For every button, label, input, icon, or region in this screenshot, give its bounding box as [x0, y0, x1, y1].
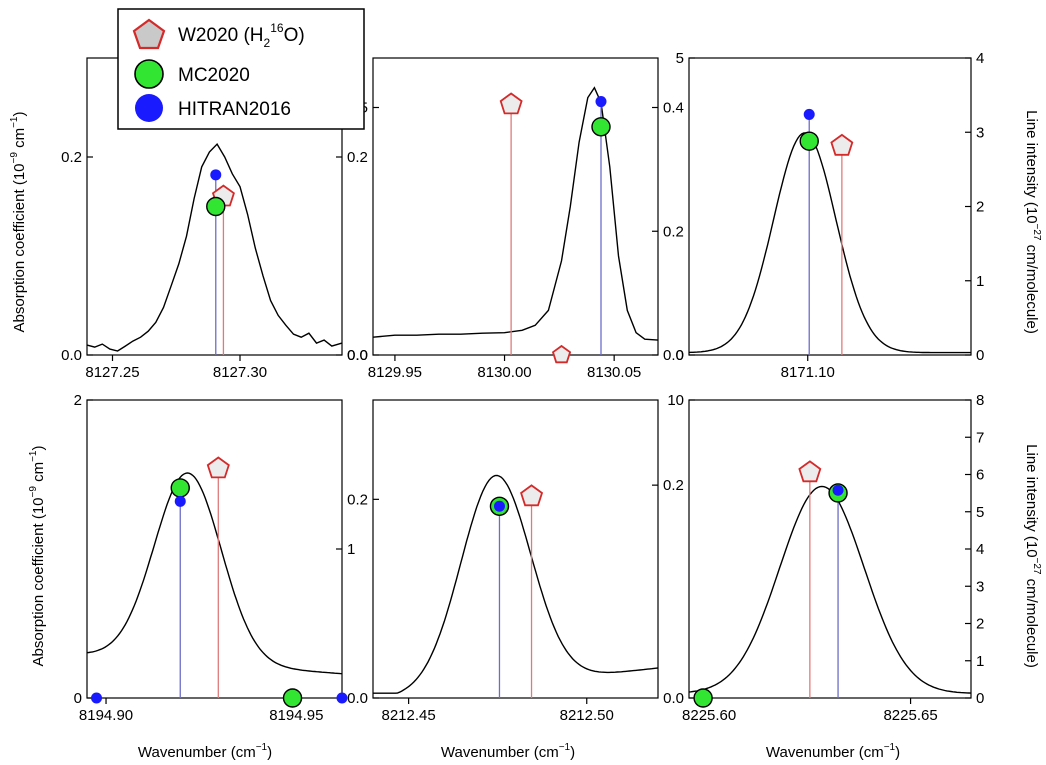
hitran-marker: [832, 484, 844, 496]
mc2020-legend-marker: [134, 59, 164, 89]
x-tick-label: 8212.45: [382, 707, 436, 724]
y-tick-label-right: 6: [976, 467, 984, 484]
y-tick-label-left: 0: [676, 347, 684, 364]
panel-top-right: 8171.10 0 5 0 1 2 3 4: [676, 50, 985, 381]
mc2020-marker: [799, 131, 819, 151]
w2020-marker: [499, 92, 523, 115]
panel-top-left: 8127.25 8127.30 0.0 0.2 0.0 0.2: [61, 57, 368, 381]
hitran-marker: [91, 692, 103, 704]
hitran-marker: [210, 169, 222, 181]
x-tick-label: 8130.00: [477, 364, 531, 381]
y-axis-label-left-top: Absorption coefficient (10−9 cm−1): [9, 112, 28, 333]
plot-frame: [86, 399, 343, 699]
hitran-marker: [595, 96, 607, 108]
y-tick-label-right: 0: [976, 690, 984, 707]
y-tick-label-right: 4: [976, 541, 984, 558]
hitran-marker: [493, 500, 505, 512]
y-tick-label-left: 0: [74, 690, 82, 707]
legend: W2020 (H216O) MC2020 HITRAN2016: [117, 8, 365, 130]
y-tick-label-right: 0.2: [663, 477, 684, 494]
w2020-marker: [798, 460, 822, 483]
y-tick-label-right: 0: [976, 347, 984, 364]
hitran-marker: [803, 108, 815, 120]
x-tick-label: 8225.60: [682, 707, 736, 724]
y-tick-label-right: 1: [976, 653, 984, 670]
y-tick-label-left: 0.0: [347, 347, 368, 364]
mc2020-marker: [591, 117, 611, 137]
x-tick-label: 8130.05: [587, 364, 641, 381]
x-tick-label: 8129.95: [368, 364, 422, 381]
w2020-marker: [830, 133, 854, 156]
x-tick-label: 8194.90: [79, 707, 133, 724]
y-tick-label-right: 8: [976, 392, 984, 409]
mc2020-marker: [206, 196, 226, 217]
x-tick-label: 8127.30: [213, 364, 267, 381]
y-tick-label-right: 0.0: [663, 347, 684, 364]
y-tick-label-right: 5: [976, 504, 984, 521]
x-tick-label: 8225.65: [883, 707, 937, 724]
y-axis-label-right-bottom: Line intensity (10−27 cm/molecule): [1023, 444, 1042, 668]
y-tick-label-left: 0.0: [61, 347, 82, 364]
panel-bottom-left: 8194.90 8194.95 0 2 1: [74, 392, 356, 724]
panel-bottom-right: 8225.60 8225.65 0.0 10 0 1 2 3 4 5 6 7 8: [663, 392, 984, 724]
y-tick-label-right: 3: [976, 124, 984, 141]
w2020-marker: [551, 344, 572, 364]
y-tick-label-right: 1: [976, 273, 984, 290]
y-tick-label-right: 2: [976, 616, 984, 633]
spectrum-line: [373, 474, 659, 694]
y-axis-label-right-top: Line intensity (10−27 cm/molecule): [1023, 110, 1042, 334]
w2020-marker: [520, 484, 544, 507]
y-tick-label-left: 0.0: [663, 690, 684, 707]
y-tick-label-right: 0.0: [347, 347, 368, 364]
plot-frame: [372, 57, 659, 356]
w2020-marker: [206, 456, 230, 479]
plot-frame: [372, 399, 659, 699]
mc2020-marker: [693, 688, 713, 708]
legend-label-w2020: W2020 (H216O): [178, 21, 305, 50]
y-tick-label-right: 0.2: [347, 149, 368, 166]
x-axis-label-left: Wavenumber (cm−1): [138, 742, 272, 761]
y-axis-label-left-bottom: Absorption coefficient (10−9 cm−1): [28, 446, 47, 667]
y-tick-label-right: 0.2: [663, 223, 684, 240]
mc2020-marker: [170, 478, 190, 498]
y-tick-label-left: 2: [74, 392, 82, 409]
y-tick-label-left: 10: [667, 392, 684, 409]
x-tick-label: 8194.95: [269, 707, 323, 724]
y-tick-label-left: 0.2: [347, 491, 368, 508]
y-tick-label-left: 0.2: [61, 149, 82, 166]
spectrum-line: [86, 472, 343, 675]
plot-frame: [688, 57, 972, 356]
spectrum-line: [688, 485, 972, 694]
x-tick-label: 8171.10: [781, 364, 835, 381]
x-tick-label: 8212.50: [560, 707, 614, 724]
panel-bottom-middle: 8212.45 8212.50 0.0 0.2 0.2: [347, 399, 684, 724]
plot-frame: [688, 399, 972, 699]
spectrum-line: [372, 86, 659, 341]
legend-label-mc2020: MC2020: [178, 65, 250, 86]
x-axis-label-middle: Wavenumber (cm−1): [441, 742, 575, 761]
spectrum-line: [86, 142, 343, 352]
spectrum-line: [688, 132, 971, 354]
w2020-legend-marker: [132, 18, 166, 50]
y-tick-label-right: 4: [976, 50, 984, 67]
y-tick-label-right: 3: [976, 578, 984, 595]
y-tick-label-left: 5: [676, 50, 684, 67]
y-tick-label-right: 1: [347, 541, 355, 558]
legend-label-hitran: HITRAN2016: [178, 99, 291, 120]
y-tick-label-right: 7: [976, 429, 984, 446]
hitran-marker: [174, 495, 186, 507]
y-tick-label-right: 0.4: [663, 100, 684, 117]
mc2020-marker: [282, 688, 303, 708]
x-tick-label: 8127.25: [85, 364, 139, 381]
x-axis-label-right: Wavenumber (cm−1): [766, 742, 900, 761]
y-tick-label-right: 2: [976, 199, 984, 216]
hitran-marker: [336, 692, 348, 704]
y-tick-label-left: 0.0: [347, 690, 368, 707]
hitran-legend-marker: [135, 94, 163, 122]
